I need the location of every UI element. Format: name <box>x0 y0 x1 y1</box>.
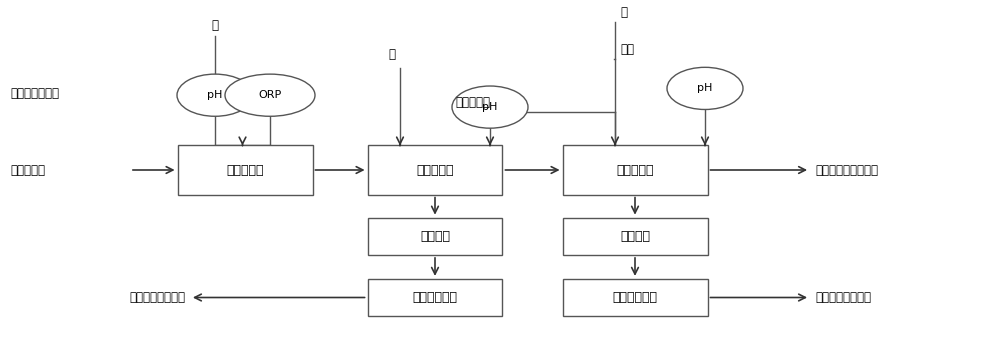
Text: ORP: ORP <box>258 90 282 100</box>
Ellipse shape <box>452 86 528 128</box>
Text: 与生活污水混合处理: 与生活污水混合处理 <box>815 164 878 176</box>
Text: 氨氮沉淠池: 氨氮沉淠池 <box>616 164 654 176</box>
Bar <box>178 146 312 194</box>
Text: 沉淠压滤脱水: 沉淠压滤脱水 <box>413 291 458 304</box>
Bar <box>562 146 708 194</box>
Text: 静置沉淠: 静置沉淠 <box>420 230 450 243</box>
Text: 还原反应池: 还原反应池 <box>226 164 264 176</box>
Ellipse shape <box>177 74 253 116</box>
Bar <box>368 218 502 255</box>
Text: 酸: 酸 <box>212 19 218 32</box>
Text: 磷酸铵镁（回收）: 磷酸铵镁（回收） <box>815 291 871 304</box>
Bar <box>562 218 708 255</box>
Bar <box>368 146 502 194</box>
Bar <box>368 279 502 316</box>
Bar <box>562 279 708 316</box>
Text: 沉淠压滤脱水: 沉淠压滤脱水 <box>612 291 658 304</box>
Text: 含铬沉淀（回收）: 含铬沉淀（回收） <box>129 291 185 304</box>
Text: 可溶性镁盐: 可溶性镁盐 <box>455 96 490 109</box>
Text: 钒工业废水: 钒工业废水 <box>10 164 45 176</box>
Text: 静置沉淠: 静置沉淠 <box>620 230 650 243</box>
Ellipse shape <box>225 74 315 116</box>
Ellipse shape <box>667 67 743 109</box>
Text: pH: pH <box>482 102 498 112</box>
Text: 磷源: 磷源 <box>620 43 634 56</box>
Text: 镁法脱硫废弃物: 镁法脱硫废弃物 <box>10 87 59 100</box>
Text: 碱: 碱 <box>388 48 395 61</box>
Text: 中和沉淠池: 中和沉淠池 <box>416 164 454 176</box>
Text: pH: pH <box>697 83 713 94</box>
Text: 碱: 碱 <box>620 6 627 19</box>
Text: pH: pH <box>207 90 223 100</box>
